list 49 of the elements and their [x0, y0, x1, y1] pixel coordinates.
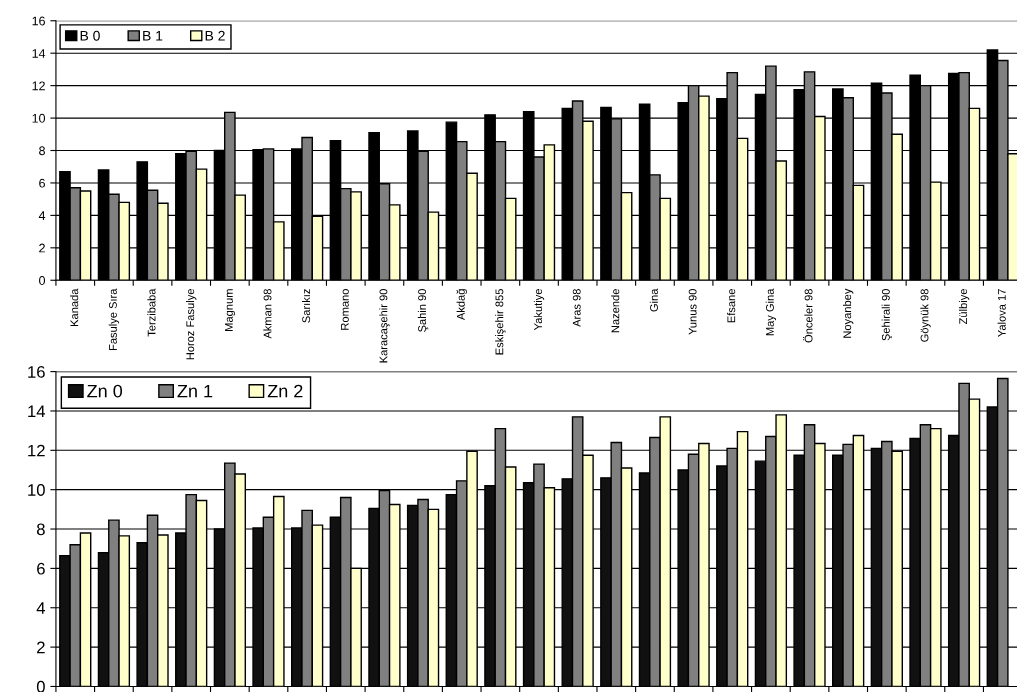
- y-tick-label: 0: [39, 276, 46, 285]
- x-tick-label: Gina: [649, 288, 658, 312]
- x-tick-label: Eskişehir 855: [495, 289, 506, 355]
- x-tick-label: Romano: [341, 289, 349, 330]
- y-tick-label: 8: [39, 146, 45, 156]
- x-tick-label: Şehirali 90: [881, 289, 893, 341]
- legend-label: B 1: [143, 30, 163, 41]
- x-tick-label: Yalova 17: [997, 289, 1006, 337]
- x-tick-label: Akman 98: [263, 289, 272, 339]
- x-tick-label: Kanada: [70, 288, 79, 326]
- y-tick-label: 8: [36, 523, 45, 536]
- x-tick-label: Nazende: [611, 289, 620, 333]
- x-tick-label: Önceler 98: [803, 289, 813, 343]
- x-tick-label: Efsane: [727, 289, 736, 323]
- x-tick-label: Göynük 98: [920, 289, 931, 342]
- x-tick-label: Karacaşehir 90: [379, 289, 390, 363]
- y-tick-label: 14: [32, 49, 46, 58]
- y-tick-label: 14: [28, 405, 46, 417]
- x-tick-label: Yunus 90: [688, 289, 697, 335]
- y-tick-label: 16: [28, 366, 45, 378]
- x-tick-label: Noyanbey: [843, 288, 854, 338]
- legend-label: Zn 1: [177, 384, 213, 398]
- x-tick-label: Zülbiye: [958, 289, 970, 325]
- x-tick-label: Şahin 90: [417, 289, 429, 332]
- y-tick-label: 12: [28, 444, 45, 457]
- x-tick-label: Magnum: [225, 289, 236, 331]
- y-tick-label: 0: [36, 680, 45, 692]
- x-tick-label: Aras 98: [572, 289, 581, 327]
- x-tick-label: May Gina: [765, 288, 777, 336]
- y-tick-label: 10: [28, 484, 45, 496]
- y-tick-label: 12: [32, 81, 45, 91]
- legend-label: Zn 0: [87, 384, 123, 398]
- x-tick-label: Fasulye Sıra: [108, 288, 120, 351]
- y-tick-label: 4: [36, 602, 46, 614]
- x-tick-label: Horoz Fasulye: [186, 289, 197, 360]
- y-tick-label: 6: [39, 178, 45, 188]
- legend-label: Zn 2: [267, 384, 303, 398]
- y-tick-label: 16: [32, 16, 45, 26]
- y-tick-label: 6: [37, 562, 45, 575]
- y-tick-label: 2: [39, 243, 45, 253]
- y-tick-label: 10: [32, 113, 46, 123]
- x-tick-label: Terzibaba: [147, 288, 156, 337]
- legend-label: B 0: [80, 30, 100, 41]
- y-tick-label: 4: [38, 211, 46, 220]
- x-tick-label: Akdağ: [456, 289, 467, 321]
- x-tick-label: Yakutiye: [533, 289, 545, 331]
- x-tick-label: Sarıkız: [301, 289, 311, 323]
- legend-label: B 2: [205, 30, 225, 41]
- y-tick-label: 2: [37, 641, 45, 654]
